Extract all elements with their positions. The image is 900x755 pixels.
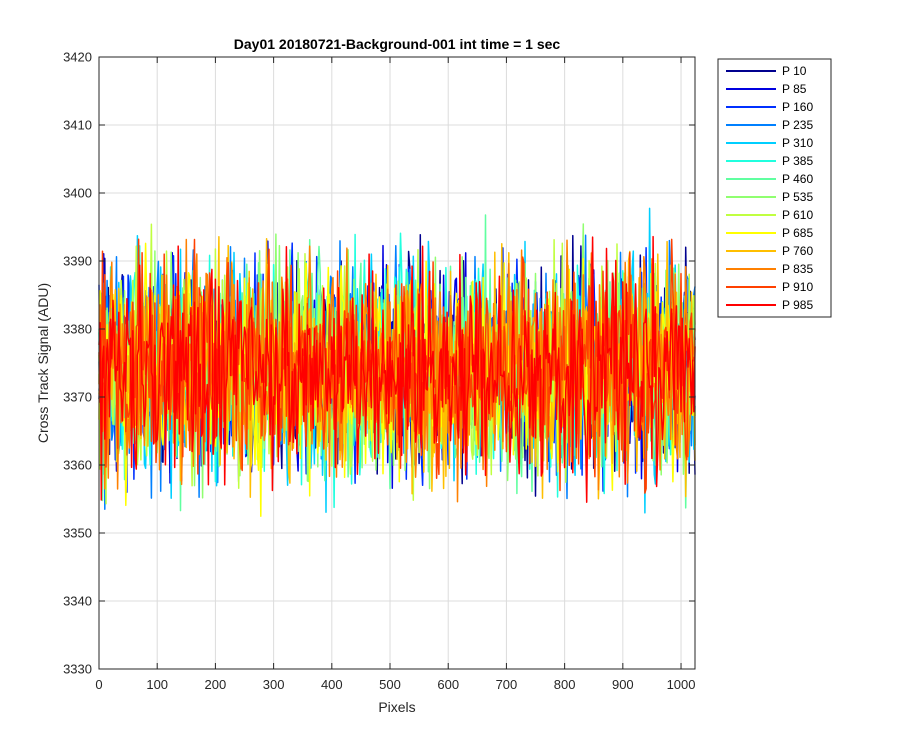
y-tick-label: 3340 [63,594,92,609]
legend-label: P 985 [782,298,813,312]
x-tick-label: 100 [146,677,168,692]
y-axis-label: Cross Track Signal (ADU) [35,283,51,443]
series-line [98,235,696,503]
legend-label: P 910 [782,280,813,294]
x-tick-label: 1000 [667,677,696,692]
y-tick-label: 3350 [63,526,92,541]
legend-label: P 235 [782,118,813,132]
x-tick-label: 900 [612,677,634,692]
y-tick-label: 3360 [63,458,92,473]
legend-label: P 535 [782,190,813,204]
ticks: 0 100 200 300 400 500 600 700 800 900 1000 3330 3340… [63,50,695,693]
legend-label: P 10 [782,64,807,78]
legend-label: P 760 [782,244,813,258]
legend-label: P 85 [782,82,807,96]
legend: P 10 P 85 P 160 P 235 P 310 P 385 P 460 P 535 P … [717,58,832,318]
legend-label: P 835 [782,262,813,276]
legend-label: P 310 [782,136,813,150]
series-lines [98,207,696,517]
y-tick-label: 3390 [63,254,92,269]
x-tick-label: 400 [321,677,343,692]
legend-label: P 385 [782,154,813,168]
y-tick-label: 3330 [63,662,92,677]
y-tick-label: 3380 [63,322,92,337]
y-tick-label: 3400 [63,186,92,201]
plot-area-frame [98,56,696,670]
chart-title: Day01 20180721-Background-001 int time =… [234,36,561,52]
x-tick-label: 800 [554,677,576,692]
x-tick-label: 200 [205,677,227,692]
y-tick-label: 3420 [63,50,92,65]
legend-label: P 460 [782,172,813,186]
legend-label: P 610 [782,208,813,222]
legend-label: P 685 [782,226,813,240]
x-tick-label: 300 [263,677,285,692]
y-tick-label: 3410 [63,118,92,133]
x-tick-label: 500 [379,677,401,692]
legend-box [717,58,832,318]
x-axis-label: Pixels [378,699,415,715]
legend-label: P 160 [782,100,813,114]
series-line [98,238,696,494]
x-tick-label: 700 [496,677,518,692]
x-tick-label: 600 [437,677,459,692]
x-tick-label: 0 [95,677,102,692]
y-tick-label: 3370 [63,390,92,405]
